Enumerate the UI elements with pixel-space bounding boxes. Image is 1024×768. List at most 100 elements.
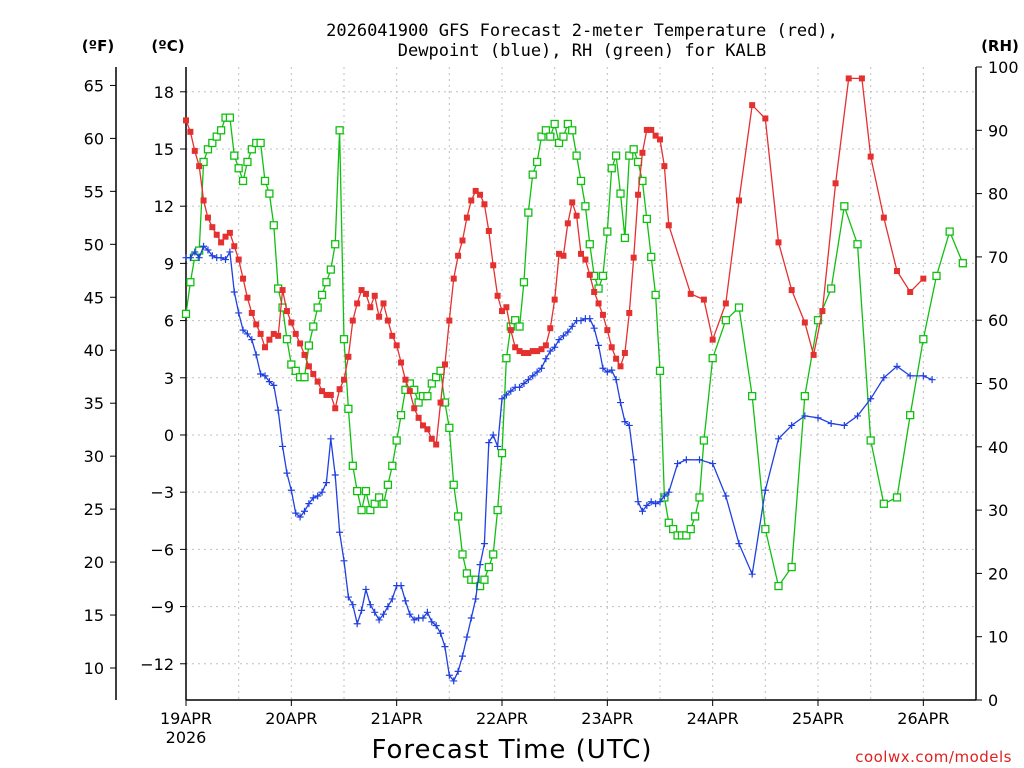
dewpoint-point (906, 372, 914, 380)
dewpoint-point (235, 309, 243, 317)
temperature-point (253, 321, 260, 328)
rh-point (682, 531, 691, 540)
rh-point (396, 410, 406, 420)
fahrenheit-tick-label: 20 (84, 553, 104, 572)
dewpoint-point (660, 492, 668, 500)
temperature-point (635, 191, 642, 198)
celsius-tick-label: 12 (154, 197, 174, 216)
rh-point (541, 126, 551, 135)
rh-point (585, 240, 594, 249)
rh-tick-label: 30 (988, 501, 1008, 520)
dewpoint-point (564, 328, 572, 336)
rh-point (932, 271, 941, 281)
rh-point (813, 316, 823, 325)
x-tick-label: 21APR (371, 709, 423, 728)
rh-point (642, 214, 651, 224)
temperature-point (459, 237, 466, 244)
temperature-point (643, 126, 650, 133)
rh-point (568, 126, 577, 135)
dewpoint-point (893, 362, 901, 370)
dewpoint-point (441, 643, 449, 651)
celsius-tick-label: 15 (154, 140, 174, 159)
fahrenheit-unit-label: (ºF) (82, 37, 114, 55)
temperature-point (420, 422, 426, 429)
temperature-point (341, 376, 347, 383)
rh-point (511, 316, 520, 325)
temperature-point (411, 405, 418, 412)
dewpoint-point (498, 395, 506, 403)
temperature-point (266, 336, 273, 343)
dewpoint-point (322, 479, 330, 487)
rh-point (414, 398, 423, 407)
celsius-tick-label: 3 (164, 369, 174, 388)
rh-point (238, 176, 248, 186)
rh-tick-label: 90 (988, 121, 1008, 140)
rh-point (181, 309, 191, 319)
dewpoint-point (696, 456, 703, 464)
rh-point (475, 581, 485, 591)
dewpoint-point (476, 561, 484, 569)
temperature-point (709, 336, 716, 343)
temperature-point (468, 197, 475, 204)
dewpoint-point (301, 507, 308, 515)
rh-point (300, 373, 309, 382)
rh-point (633, 157, 643, 167)
rh-point (427, 379, 436, 388)
temperature-point (648, 126, 655, 133)
rh-point (581, 202, 590, 211)
rh-point (361, 486, 371, 496)
dewpoint-point (928, 376, 936, 384)
fahrenheit-tick-label: 15 (84, 606, 104, 625)
rh-point (669, 524, 678, 534)
celsius-tick-label: 9 (164, 254, 174, 273)
dewpoint-point (546, 347, 554, 355)
temperature-point (376, 313, 383, 320)
rh-tick-label: 80 (988, 185, 1008, 204)
temperature-point (314, 378, 321, 385)
rh-point (357, 505, 366, 515)
dewpoint-point (801, 412, 809, 420)
temperature-point (362, 290, 369, 297)
rh-point (497, 448, 507, 458)
dewpoint-point (502, 391, 510, 399)
temperature-point (661, 163, 668, 170)
rh-point (230, 151, 239, 160)
temperature-point (441, 361, 448, 368)
rh-point (339, 335, 349, 344)
dewpoint-point (621, 418, 629, 426)
temperature-point (428, 435, 435, 442)
temperature-point (367, 304, 374, 311)
credit-text: coolwx.com/models (855, 748, 1012, 766)
rh-point (313, 303, 322, 312)
temperature-point (222, 233, 229, 240)
x-tick-label: 19APR (160, 709, 212, 728)
temperature-point (894, 268, 900, 275)
temperature-point (810, 351, 817, 358)
temperature-point (573, 212, 580, 219)
temperature-point (226, 229, 233, 236)
temperature-point (244, 294, 251, 301)
temperature-point (446, 317, 453, 324)
rh-point (199, 157, 208, 167)
dewpoint-point (494, 442, 502, 450)
dewpoint-point (735, 540, 743, 548)
rh-tick-label: 10 (988, 628, 1008, 647)
rh-tick-label: 20 (988, 564, 1008, 583)
dewpoint-point (384, 603, 392, 611)
celsius-tick-label: −9 (150, 598, 174, 617)
rh-point (800, 392, 809, 401)
dewpoint-point (599, 364, 607, 372)
temperature-point (389, 332, 396, 339)
fahrenheit-tick-label: 10 (84, 659, 104, 678)
dewpoint-point (287, 486, 295, 494)
rh-point (348, 461, 357, 470)
temperature-point (204, 214, 211, 221)
rh-point (291, 366, 300, 375)
temperature-point (626, 309, 633, 316)
x-tick-label: 23APR (581, 709, 633, 728)
temperature-point (775, 239, 782, 246)
temperature-point (858, 75, 865, 82)
rh-point (651, 290, 660, 300)
temperature-point (604, 327, 611, 334)
rh-point (620, 233, 630, 243)
